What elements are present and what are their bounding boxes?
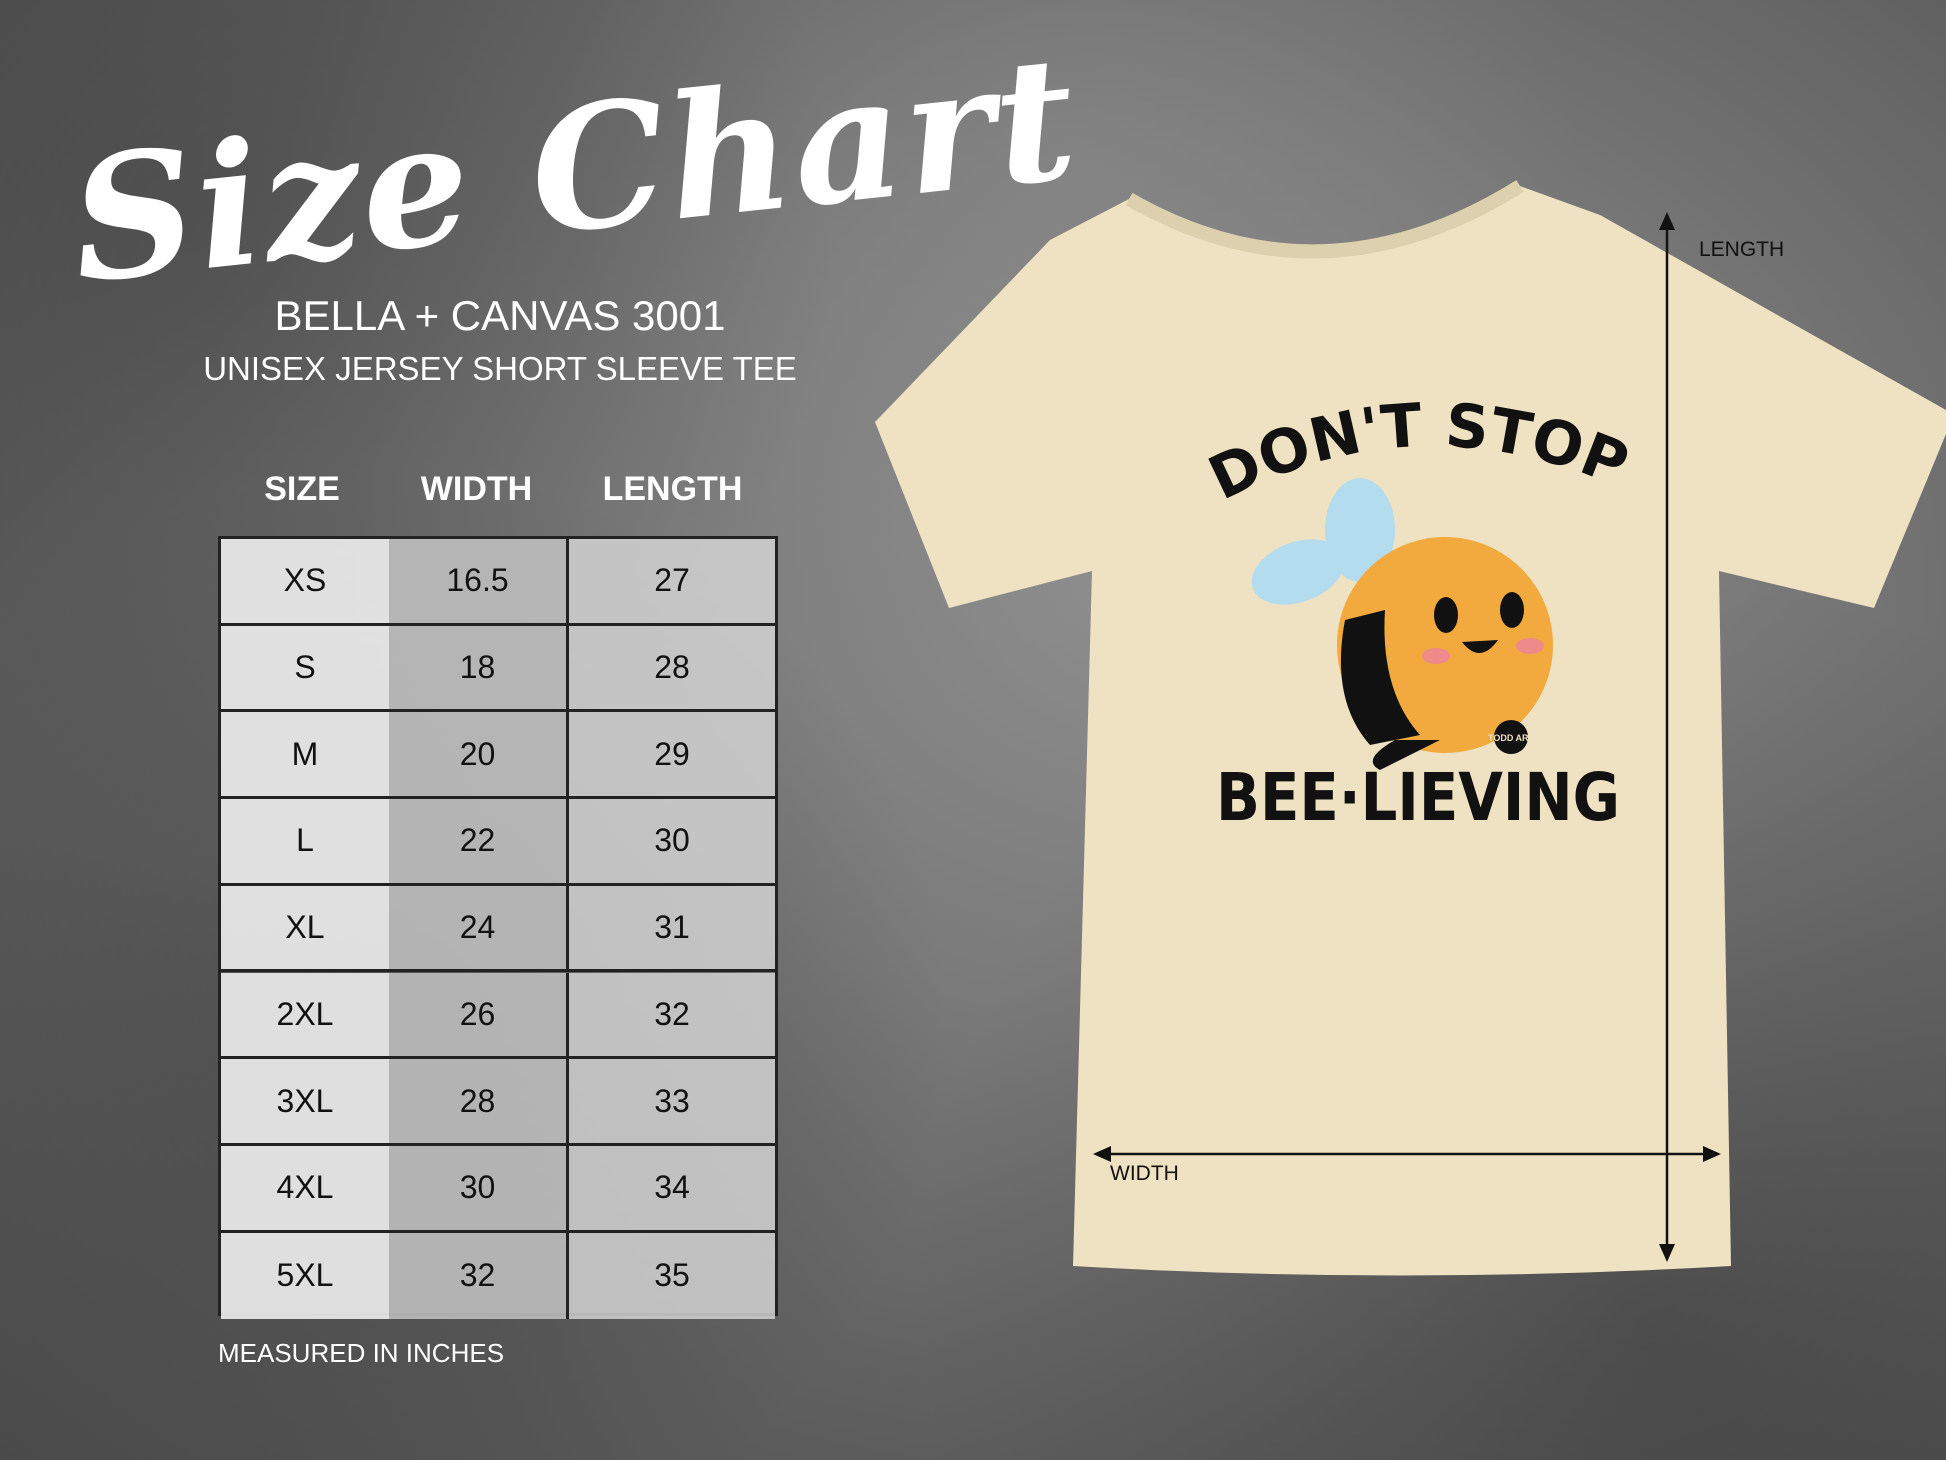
cell-width: 18	[389, 625, 569, 710]
cell-length: 34	[569, 1145, 775, 1230]
table-row: XS 16.5 27	[221, 539, 775, 626]
cell-length: 27	[569, 539, 775, 623]
cell-length: 29	[569, 712, 775, 797]
cell-length: 30	[569, 799, 775, 883]
todd-art-logo	[1494, 720, 1528, 754]
cell-width: 16.5	[389, 539, 569, 623]
table-row: 2XL 26 32	[221, 972, 775, 1060]
width-label: WIDTH	[1110, 1162, 1179, 1185]
cell-length: 32	[569, 972, 775, 1057]
cell-width: 24	[389, 885, 569, 970]
cell-length: 31	[569, 885, 775, 970]
brand-name: BELLA + CANVAS 3001	[274, 292, 726, 339]
cell-size: 5XL	[221, 1232, 389, 1320]
table-row: 3XL 28 33	[221, 1059, 775, 1146]
cell-size: 2XL	[221, 972, 389, 1057]
table-row: 5XL 32 35	[221, 1232, 775, 1320]
cell-size: XS	[221, 539, 389, 623]
table-row: 4XL 30 34	[221, 1145, 775, 1233]
logo-text: TODD ART	[1488, 733, 1535, 743]
width-arrow	[1093, 1146, 1721, 1162]
cell-width: 22	[389, 799, 569, 883]
table-row: S 18 28	[221, 625, 775, 713]
cell-length: 33	[569, 1059, 775, 1143]
cell-length: 35	[569, 1232, 775, 1320]
cell-width: 32	[389, 1232, 569, 1320]
cell-length: 28	[569, 625, 775, 710]
product-subtitle: UNISEX JERSEY SHORT SLEEVE TEE	[203, 350, 797, 387]
column-header-size: SIZE	[264, 470, 340, 508]
cell-width: 28	[389, 1059, 569, 1143]
cell-size: M	[221, 712, 389, 797]
cell-size: 3XL	[221, 1059, 389, 1143]
length-label: LENGTH	[1699, 238, 1785, 261]
design-bottom-text: BEE·LIEVING	[1216, 759, 1620, 836]
table-row: M 20 29	[221, 712, 775, 800]
bee-icon	[1251, 478, 1553, 770]
column-header-length: LENGTH	[602, 470, 743, 508]
cell-size: 4XL	[221, 1145, 389, 1230]
cell-size: XL	[221, 885, 389, 970]
length-arrow	[1659, 212, 1675, 1262]
cell-width: 20	[389, 712, 569, 797]
cell-size: L	[221, 799, 389, 883]
cell-width: 26	[389, 972, 569, 1057]
column-header-width: WIDTH	[420, 470, 533, 508]
measurement-note: MEASURED IN INCHES	[218, 1338, 505, 1368]
tshirt-collar	[1125, 180, 1524, 259]
cell-width: 30	[389, 1145, 569, 1230]
cell-size: S	[221, 625, 389, 710]
table-row: XL 24 31	[221, 885, 775, 973]
size-table: XS 16.5 27 S 18 28 M 20 29 L 22 30 XL 24 31 2XL 26 32 3XL 2…	[218, 536, 778, 1320]
table-row: L 22 30	[221, 799, 775, 886]
